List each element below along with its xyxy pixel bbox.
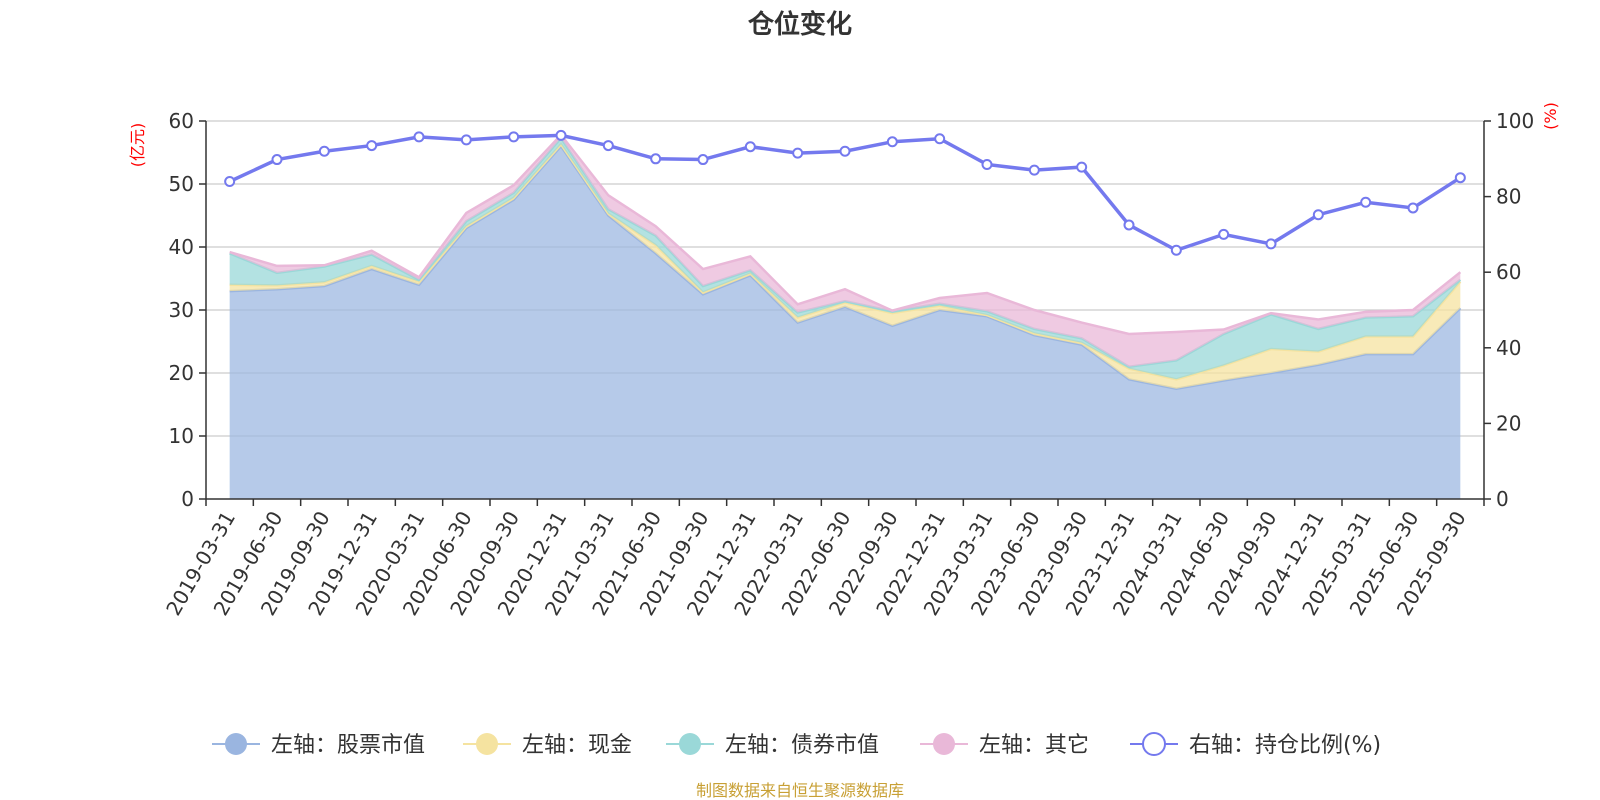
- source-note: 制图数据来自恒生聚源数据库: [696, 781, 904, 800]
- left-tick-label: 50: [169, 172, 194, 196]
- left-tick-label: 10: [169, 424, 194, 448]
- ratio-point: [1218, 228, 1230, 240]
- ratio-point: [981, 158, 993, 170]
- ratio-point: [744, 141, 756, 153]
- ratio-point: [555, 129, 567, 141]
- ratio-point: [1123, 219, 1135, 231]
- ratio-point: [1265, 238, 1277, 250]
- legend: 左轴：股票市值 左轴：现金 左轴：债券市值 左轴：其它 右轴：持仓比例(%): [212, 732, 1381, 758]
- legend-marker: [679, 733, 701, 755]
- ratio-point: [1407, 202, 1419, 214]
- left-tick-label: 20: [169, 361, 194, 385]
- ratio-point: [1170, 244, 1182, 256]
- legend-marker: [225, 733, 247, 755]
- ratio-point: [1076, 161, 1088, 173]
- ratio-point: [366, 140, 378, 152]
- left-tick-label: 30: [169, 298, 194, 322]
- right-tick-label: 100: [1496, 109, 1534, 133]
- area-0: [229, 146, 1461, 499]
- ratio-point: [697, 154, 709, 166]
- legend-label: 右轴：持仓比例(%): [1189, 733, 1381, 758]
- ratio-point: [792, 147, 804, 159]
- legend-label: 左轴：股票市值: [271, 733, 425, 758]
- stacked-areas: [229, 132, 1462, 499]
- left-axis-unit: (亿元): [128, 123, 147, 168]
- legend-label: 左轴：其它: [979, 733, 1089, 758]
- left-tick-label: 0: [181, 487, 194, 511]
- ratio-point: [413, 131, 425, 143]
- legend-label: 左轴：债券市值: [725, 733, 879, 758]
- right-tick-label: 40: [1496, 336, 1521, 360]
- ratio-point: [1360, 196, 1372, 208]
- ratio-point: [460, 134, 472, 146]
- right-tick-label: 60: [1496, 260, 1521, 284]
- ratio-point: [602, 140, 614, 152]
- ratio-point: [224, 175, 236, 187]
- right-tick-label: 0: [1496, 487, 1509, 511]
- ratio-point: [650, 153, 662, 165]
- right-axis-unit: (%): [1541, 102, 1560, 130]
- legend-marker: [1142, 732, 1166, 756]
- ratio-point: [318, 145, 330, 157]
- ratio-point: [886, 136, 898, 148]
- legend-marker: [476, 733, 498, 755]
- ratio-line-group: [224, 129, 1466, 256]
- legend-label: 左轴：现金: [522, 733, 632, 758]
- ratio-point: [1312, 209, 1324, 221]
- left-tick-label: 60: [169, 109, 194, 133]
- ratio-point: [934, 133, 946, 145]
- area-edge-3: [229, 132, 1462, 336]
- legend-marker: [933, 733, 955, 755]
- ratio-point: [508, 131, 520, 143]
- ratio-point: [271, 154, 283, 166]
- left-tick-label: 40: [169, 235, 194, 259]
- chart-title: 仓位变化: [747, 9, 852, 40]
- ratio-point: [839, 145, 851, 157]
- right-tick-label: 20: [1496, 411, 1521, 435]
- ratio-point: [1454, 172, 1466, 184]
- ratio-point: [1028, 164, 1040, 176]
- right-tick-label: 80: [1496, 185, 1521, 209]
